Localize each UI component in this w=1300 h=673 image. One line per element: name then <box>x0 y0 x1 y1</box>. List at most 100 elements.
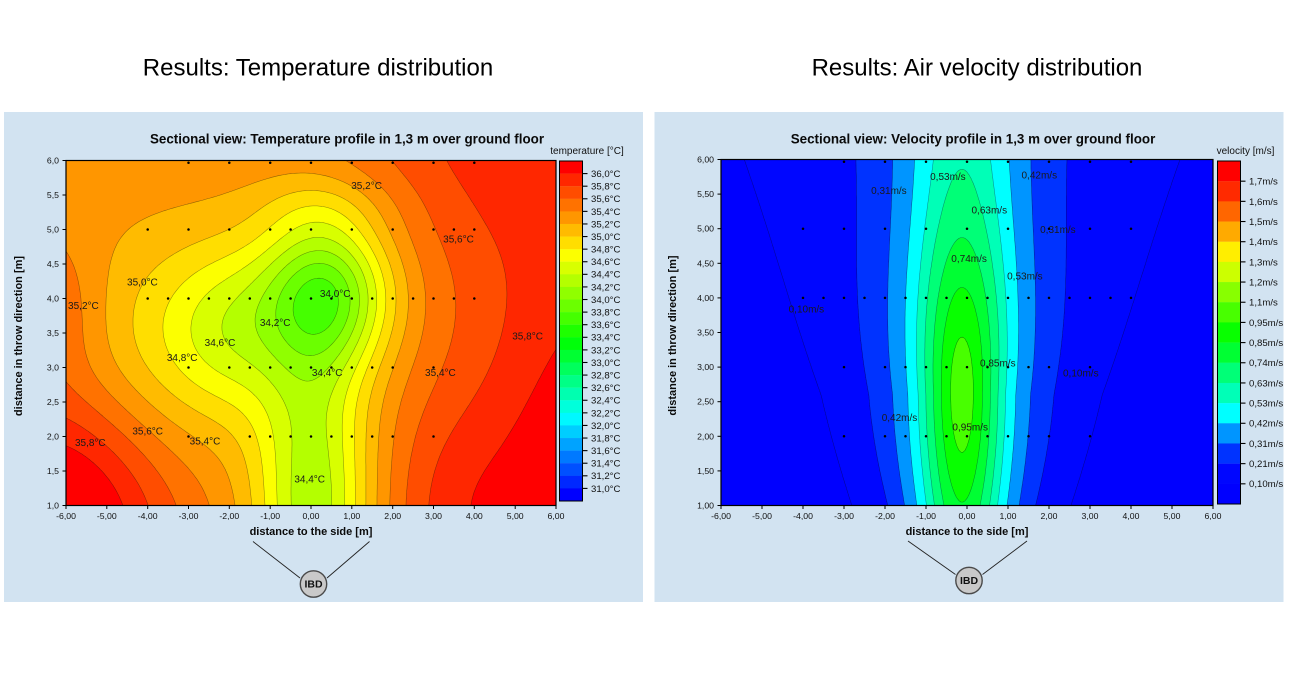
svg-text:1,1m/s: 1,1m/s <box>1249 298 1278 309</box>
svg-text:35,2°C: 35,2°C <box>591 219 621 230</box>
svg-text:0,74m/s: 0,74m/s <box>1249 358 1283 369</box>
svg-text:-6,00: -6,00 <box>711 511 731 521</box>
svg-text:34,0°C: 34,0°C <box>320 289 351 300</box>
svg-text:-5,00: -5,00 <box>752 511 772 521</box>
svg-text:4,0: 4,0 <box>47 294 59 304</box>
svg-text:1,6m/s: 1,6m/s <box>1249 197 1278 208</box>
svg-text:1,0: 1,0 <box>47 501 59 511</box>
svg-text:3,50: 3,50 <box>697 328 714 338</box>
svg-text:31,6°C: 31,6°C <box>591 446 621 457</box>
svg-text:0,42m/s: 0,42m/s <box>1022 171 1058 182</box>
svg-text:33,6°C: 33,6°C <box>591 320 621 331</box>
svg-text:0,00: 0,00 <box>303 511 320 521</box>
svg-text:2,50: 2,50 <box>697 397 714 407</box>
svg-text:32,8°C: 32,8°C <box>591 370 621 381</box>
svg-text:31,4°C: 31,4°C <box>591 459 621 470</box>
svg-text:3,00: 3,00 <box>1082 511 1099 521</box>
svg-text:0,10m/s: 0,10m/s <box>1249 479 1283 490</box>
svg-text:IBD: IBD <box>960 575 979 587</box>
svg-text:5,00: 5,00 <box>697 224 714 234</box>
svg-text:4,00: 4,00 <box>697 293 714 303</box>
svg-text:5,00: 5,00 <box>507 511 524 521</box>
svg-text:34,4°C: 34,4°C <box>294 475 325 486</box>
svg-text:IBD: IBD <box>304 579 323 591</box>
svg-text:31,8°C: 31,8°C <box>591 433 621 444</box>
svg-text:5,5: 5,5 <box>47 190 59 200</box>
svg-text:35,6°C: 35,6°C <box>443 235 474 246</box>
svg-text:5,50: 5,50 <box>697 189 714 199</box>
svg-text:4,00: 4,00 <box>1123 511 1140 521</box>
svg-text:34,2°C: 34,2°C <box>591 282 621 293</box>
svg-text:temperature [°C]: temperature [°C] <box>550 146 624 157</box>
svg-text:35,0°C: 35,0°C <box>127 278 158 289</box>
svg-text:36,0°C: 36,0°C <box>591 169 621 180</box>
svg-text:35,8°C: 35,8°C <box>75 438 106 449</box>
svg-text:0,95m/s: 0,95m/s <box>952 423 988 434</box>
svg-text:6,0: 6,0 <box>47 156 59 166</box>
svg-text:32,4°C: 32,4°C <box>591 396 621 407</box>
svg-text:velocity [m/s]: velocity [m/s] <box>1217 146 1275 157</box>
svg-text:-4,00: -4,00 <box>793 511 813 521</box>
svg-text:34,8°C: 34,8°C <box>167 353 198 364</box>
svg-text:0,95m/s: 0,95m/s <box>1249 318 1283 329</box>
svg-text:4,5: 4,5 <box>47 259 59 269</box>
svg-text:0,10m/s: 0,10m/s <box>1063 369 1099 380</box>
svg-text:35,2°C: 35,2°C <box>351 181 382 192</box>
svg-text:35,8°C: 35,8°C <box>512 332 543 343</box>
svg-text:33,8°C: 33,8°C <box>591 308 621 319</box>
svg-text:1,00: 1,00 <box>1000 511 1017 521</box>
svg-text:-1,00: -1,00 <box>260 511 280 521</box>
svg-text:-6,00: -6,00 <box>56 511 76 521</box>
svg-text:32,6°C: 32,6°C <box>591 383 621 394</box>
svg-text:2,00: 2,00 <box>1041 511 1058 521</box>
svg-text:34,4°C: 34,4°C <box>312 368 343 379</box>
svg-text:33,2°C: 33,2°C <box>591 345 621 356</box>
svg-text:6,00: 6,00 <box>1205 511 1222 521</box>
svg-text:0,63m/s: 0,63m/s <box>972 205 1008 216</box>
svg-text:0,31m/s: 0,31m/s <box>1040 225 1076 236</box>
svg-text:-5,00: -5,00 <box>97 511 117 521</box>
svg-text:34,8°C: 34,8°C <box>591 245 621 256</box>
svg-text:35,2°C: 35,2°C <box>68 301 99 312</box>
svg-text:Results: Air velocity distribu: Results: Air velocity distribution <box>812 55 1143 82</box>
svg-text:34,2°C: 34,2°C <box>260 318 291 329</box>
svg-text:32,2°C: 32,2°C <box>591 408 621 419</box>
svg-text:35,6°C: 35,6°C <box>591 194 621 205</box>
svg-text:35,8°C: 35,8°C <box>591 182 621 193</box>
svg-text:2,0: 2,0 <box>47 432 59 442</box>
svg-text:-3,00: -3,00 <box>834 511 854 521</box>
svg-text:1,5: 1,5 <box>47 466 59 476</box>
svg-text:3,5: 3,5 <box>47 328 59 338</box>
svg-text:1,3m/s: 1,3m/s <box>1249 257 1278 268</box>
svg-text:2,00: 2,00 <box>697 431 714 441</box>
svg-text:1,5m/s: 1,5m/s <box>1249 217 1278 228</box>
svg-text:3,0: 3,0 <box>47 363 59 373</box>
svg-text:3,00: 3,00 <box>697 362 714 372</box>
svg-text:2,5: 2,5 <box>47 397 59 407</box>
svg-text:0,42m/s: 0,42m/s <box>882 413 918 424</box>
svg-text:distance in throw direction [m: distance in throw direction [m] <box>13 256 25 416</box>
svg-text:32,0°C: 32,0°C <box>591 421 621 432</box>
svg-text:0,00: 0,00 <box>959 511 976 521</box>
svg-text:0,53m/s: 0,53m/s <box>1007 272 1043 283</box>
svg-text:34,6°C: 34,6°C <box>205 338 236 349</box>
svg-text:0,53m/s: 0,53m/s <box>1249 399 1283 410</box>
svg-text:1,00: 1,00 <box>343 511 360 521</box>
svg-text:4,00: 4,00 <box>466 511 483 521</box>
svg-text:0,85m/s: 0,85m/s <box>1249 338 1283 349</box>
svg-text:1,7m/s: 1,7m/s <box>1249 177 1278 188</box>
svg-text:distance to the side [m]: distance to the side [m] <box>906 526 1029 538</box>
svg-text:0,63m/s: 0,63m/s <box>1249 378 1283 389</box>
svg-text:35,6°C: 35,6°C <box>132 426 163 437</box>
svg-text:0,31m/s: 0,31m/s <box>1249 439 1283 450</box>
svg-text:3,00: 3,00 <box>425 511 442 521</box>
svg-text:4,50: 4,50 <box>697 258 714 268</box>
svg-text:0,53m/s: 0,53m/s <box>930 172 966 183</box>
svg-text:-1,00: -1,00 <box>916 511 936 521</box>
svg-text:6,00: 6,00 <box>697 155 714 165</box>
svg-text:-2,00: -2,00 <box>875 511 895 521</box>
svg-text:Sectional view: Temperature pr: Sectional view: Temperature profile in 1… <box>150 132 545 147</box>
svg-text:35,0°C: 35,0°C <box>591 232 621 243</box>
svg-text:34,4°C: 34,4°C <box>591 270 621 281</box>
svg-text:0,31m/s: 0,31m/s <box>871 186 907 197</box>
